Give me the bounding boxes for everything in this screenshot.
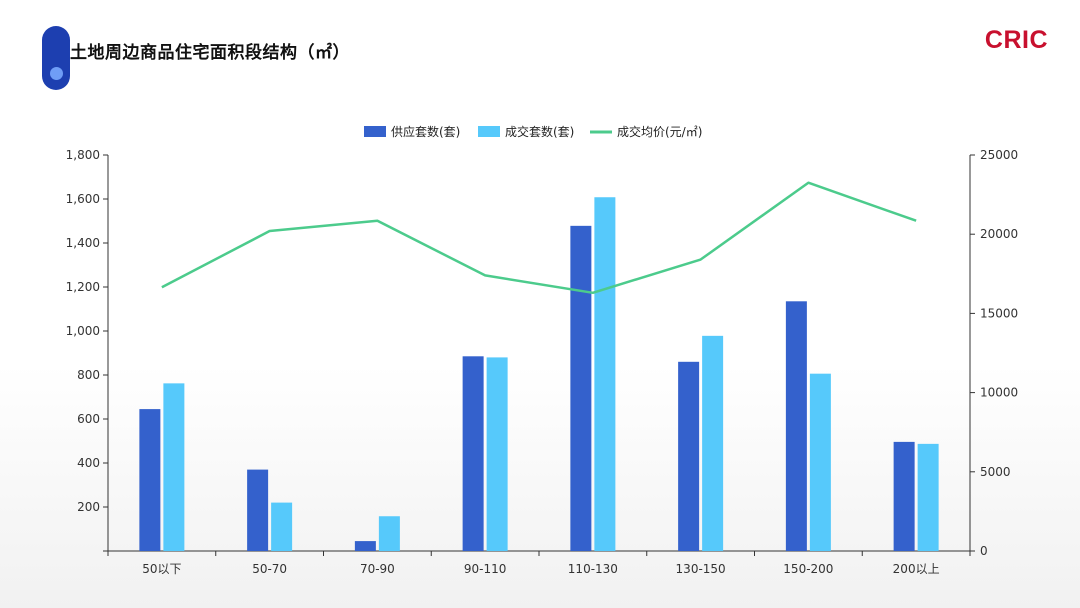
- bar-deal: [702, 335, 724, 551]
- y-right-tick-label: 25000: [980, 148, 1018, 162]
- x-category-label: 200以上: [893, 562, 940, 576]
- y-left-tick-label: 1,600: [66, 192, 100, 206]
- x-category-label: 70-90: [360, 562, 395, 576]
- bar-deal: [378, 516, 400, 551]
- bar-supply: [354, 541, 376, 551]
- bar-supply: [139, 409, 161, 551]
- bar-supply: [462, 356, 484, 551]
- y-right-tick-label: 0: [980, 544, 988, 558]
- line-price: [161, 181, 917, 295]
- bar-deal: [271, 502, 293, 551]
- bar-supply: [785, 301, 807, 551]
- bar-supply: [893, 441, 915, 551]
- cric-logo: CRIC: [984, 26, 1048, 54]
- legend-label-2: 成交均价(元/㎡): [617, 124, 702, 139]
- bar-deal: [486, 357, 508, 551]
- bar-supply: [570, 225, 592, 551]
- bar-deal: [163, 383, 185, 551]
- bar-deal: [917, 443, 939, 551]
- x-category-label: 90-110: [464, 562, 507, 576]
- legend-label-0: 供应套数(套): [391, 124, 460, 139]
- bar-supply: [247, 469, 269, 551]
- y-left-tick-label: 1,200: [66, 280, 100, 294]
- y-left-tick-label: 400: [77, 456, 100, 470]
- y-left-tick-label: 1,800: [66, 148, 100, 162]
- y-left-tick-label: 800: [77, 368, 100, 382]
- bar-deal: [809, 373, 831, 551]
- x-category-label: 130-150: [676, 562, 726, 576]
- y-left-tick-label: 600: [77, 412, 100, 426]
- y-right-tick-label: 20000: [980, 227, 1018, 241]
- y-left-tick-label: 1,000: [66, 324, 100, 338]
- y-right-tick-label: 5000: [980, 465, 1011, 479]
- legend-swatch-0: [364, 126, 386, 137]
- x-category-label: 150-200: [783, 562, 833, 576]
- legend-swatch-1: [478, 126, 500, 137]
- bar-supply: [678, 361, 700, 551]
- title-accent-dot: [50, 67, 63, 80]
- legend-label-1: 成交套数(套): [505, 124, 574, 139]
- x-category-label: 50以下: [142, 562, 181, 576]
- x-category-label: 110-130: [568, 562, 618, 576]
- y-left-tick-label: 1,400: [66, 236, 100, 250]
- page-title: 土地周边商品住宅面积段结构（㎡）: [70, 43, 350, 63]
- y-right-tick-label: 15000: [980, 306, 1018, 320]
- y-right-tick-label: 10000: [980, 386, 1018, 400]
- bar-deal: [594, 197, 616, 552]
- x-category-label: 50-70: [252, 562, 287, 576]
- y-left-tick-label: 200: [77, 500, 100, 514]
